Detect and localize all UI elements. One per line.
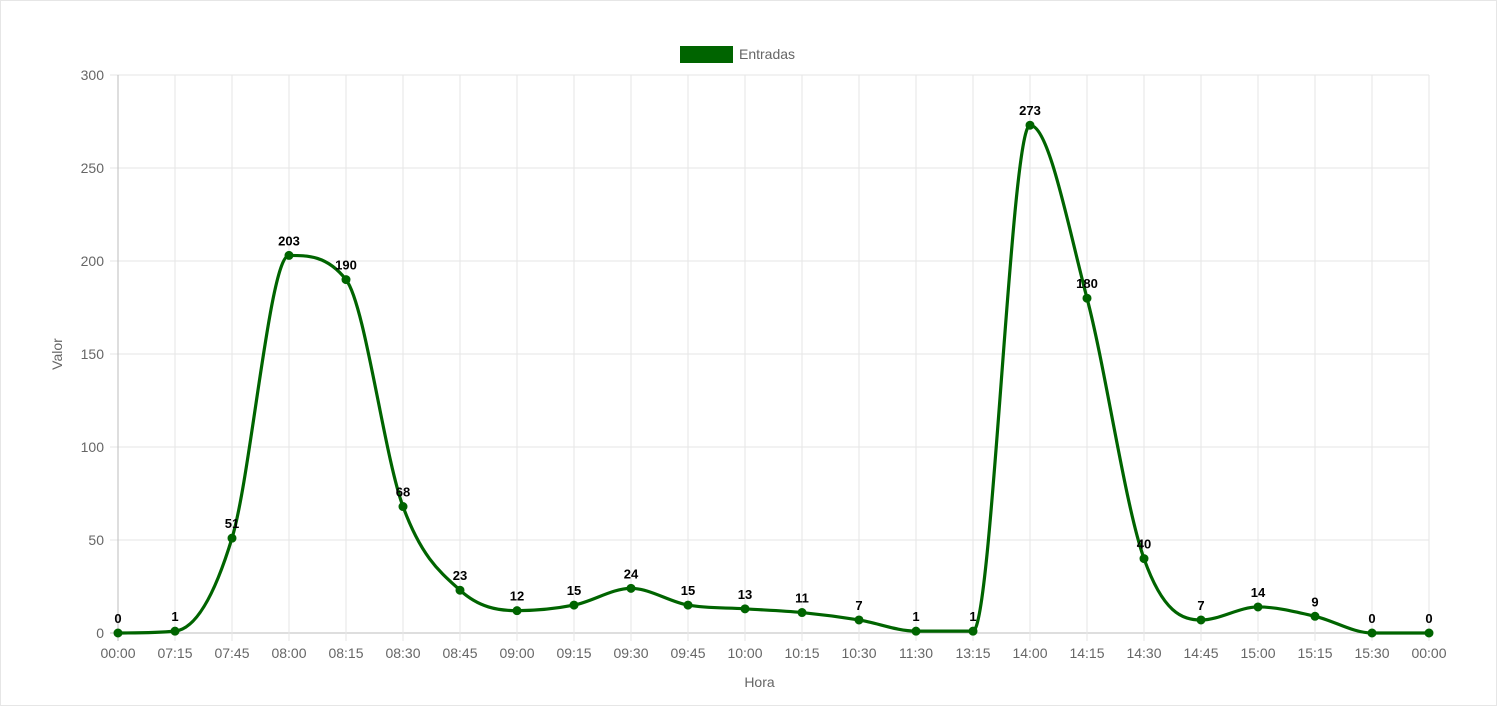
data-point: [854, 615, 864, 625]
x-tick-label: 10:00: [727, 645, 762, 661]
data-label: 15: [681, 583, 695, 598]
data-point: [911, 626, 921, 636]
data-point: [797, 608, 807, 618]
data-label: 0: [114, 611, 121, 626]
x-tick-label: 10:30: [841, 645, 876, 661]
data-point: [968, 626, 978, 636]
x-tick-label: 15:30: [1354, 645, 1389, 661]
data-label: 1: [171, 609, 178, 624]
y-tick-label: 200: [81, 253, 105, 269]
data-point: [1310, 611, 1320, 621]
x-tick-label: 08:15: [328, 645, 363, 661]
legend-swatch[interactable]: [680, 46, 733, 63]
data-point: [1424, 628, 1434, 638]
x-tick-label: 14:15: [1069, 645, 1104, 661]
data-label: 203: [278, 233, 300, 248]
x-tick-label: 00:00: [100, 645, 135, 661]
x-tick-label: 09:00: [499, 645, 534, 661]
data-point: [1367, 628, 1377, 638]
x-axis-ticks: 00:00 07:15 07:45 08:00 08:15 08:30 08:45 09:00…: [100, 645, 1446, 661]
grid: [110, 74, 1430, 641]
x-tick-label: 15:15: [1297, 645, 1332, 661]
x-tick-label: 07:45: [214, 645, 249, 661]
legend[interactable]: Entradas: [680, 46, 795, 63]
data-label: 11: [795, 591, 809, 606]
data-label: 0: [1425, 611, 1432, 626]
y-axis-title: Valor: [49, 338, 65, 370]
data-point: [341, 275, 351, 285]
data-point: [1253, 602, 1263, 612]
data-point: [1139, 554, 1149, 564]
data-point: [455, 585, 465, 595]
data-label: 1: [969, 609, 976, 624]
data-point: [113, 628, 123, 638]
x-tick-label: 09:45: [670, 645, 705, 661]
x-tick-label: 10:15: [784, 645, 819, 661]
x-tick-label: 14:00: [1012, 645, 1047, 661]
data-label: 68: [396, 485, 410, 500]
data-label: 1: [912, 609, 919, 624]
x-tick-label: 14:30: [1126, 645, 1161, 661]
data-point: [284, 250, 294, 260]
data-point: [1025, 120, 1035, 130]
x-tick-label: 08:30: [385, 645, 420, 661]
x-tick-label: 09:15: [556, 645, 591, 661]
data-point: [227, 533, 237, 543]
x-tick-label: 08:45: [442, 645, 477, 661]
x-axis-title: Hora: [744, 674, 775, 690]
data-label: 40: [1137, 537, 1151, 552]
data-label: 190: [335, 258, 357, 273]
data-point: [398, 502, 408, 512]
y-tick-label: 300: [81, 67, 105, 83]
series-line-entradas: [117, 123, 1429, 635]
data-point: [170, 626, 180, 636]
data-label: 273: [1019, 103, 1041, 118]
x-tick-label: 09:30: [613, 645, 648, 661]
data-label: 7: [1197, 598, 1204, 613]
data-label: 15: [567, 583, 581, 598]
data-point: [626, 583, 636, 593]
data-point: [1196, 615, 1206, 625]
data-label: 13: [738, 587, 752, 602]
x-tick-label: 15:00: [1240, 645, 1275, 661]
data-point: [740, 604, 750, 614]
data-label: 23: [453, 568, 467, 583]
data-label: 14: [1251, 585, 1266, 600]
y-tick-label: 150: [81, 346, 105, 362]
x-tick-label: 14:45: [1183, 645, 1218, 661]
data-label: 24: [624, 566, 639, 581]
data-label: 12: [510, 589, 524, 604]
x-tick-label: 00:00: [1411, 645, 1446, 661]
y-tick-label: 0: [96, 625, 104, 641]
data-label: 0: [1368, 611, 1375, 626]
data-point: [1082, 293, 1092, 303]
series-entradas: [117, 123, 1429, 635]
x-tick-label: 07:15: [157, 645, 192, 661]
data-points: [113, 120, 1434, 638]
data-point: [683, 600, 693, 610]
y-axis-ticks: 0 50 100 150 200 250 300: [81, 67, 105, 641]
data-label: 7: [855, 598, 862, 613]
x-tick-label: 11:30: [899, 645, 933, 661]
data-point: [512, 606, 522, 616]
data-label: 51: [225, 516, 239, 531]
y-tick-label: 250: [81, 160, 105, 176]
legend-label[interactable]: Entradas: [739, 46, 795, 62]
data-label: 9: [1311, 594, 1318, 609]
y-tick-label: 50: [88, 532, 104, 548]
x-tick-label: 13:15: [955, 645, 990, 661]
x-tick-label: 08:00: [271, 645, 306, 661]
data-label: 180: [1076, 276, 1098, 291]
y-tick-label: 100: [81, 439, 105, 455]
data-point: [569, 600, 579, 610]
